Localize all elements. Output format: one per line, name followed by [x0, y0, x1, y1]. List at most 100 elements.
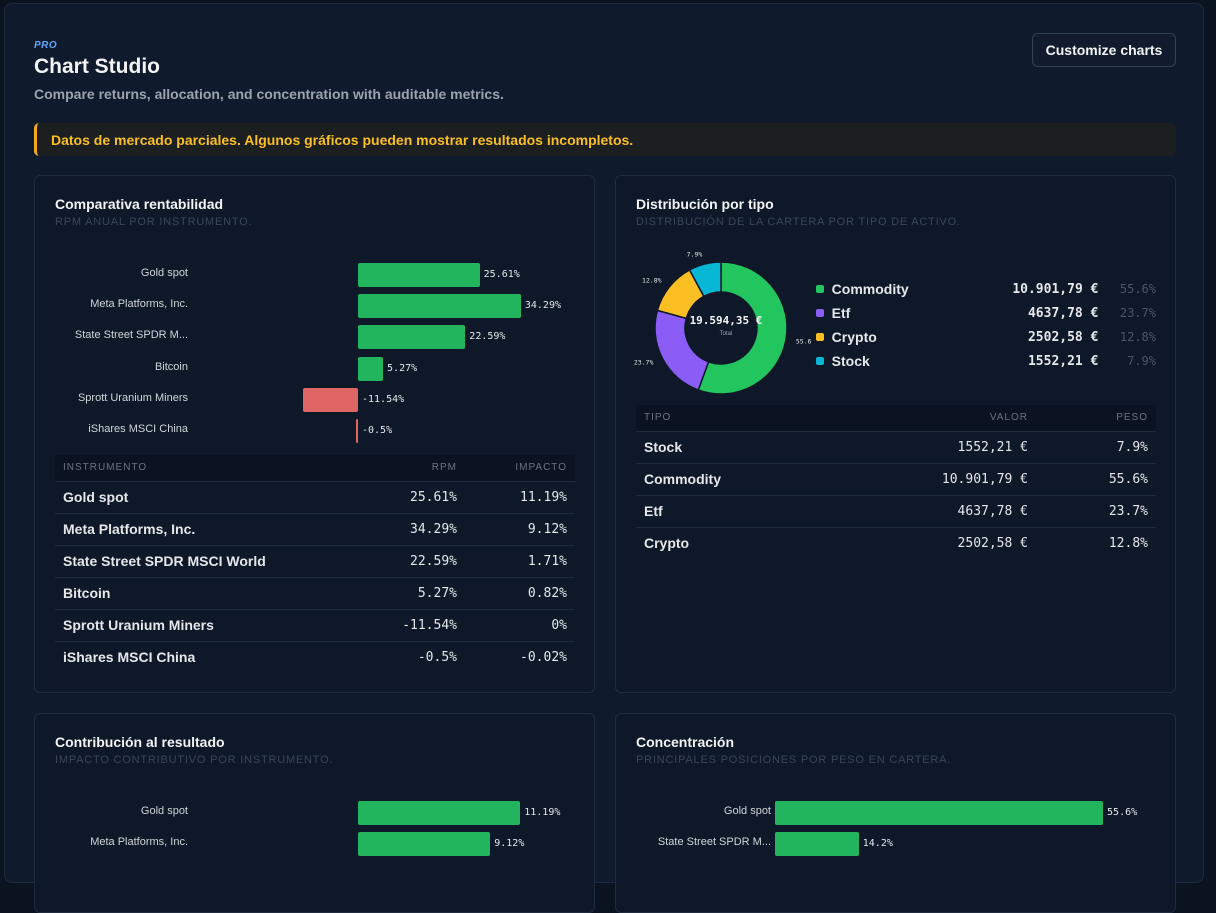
bar-value: 55.6%	[1107, 807, 1138, 818]
type-value: 10.901,79 €	[836, 462, 1036, 495]
returns-table: INSTRUMENTO RPM IMPACTO Gold spot 25.61% 1…	[55, 455, 575, 673]
distribution-card-subtitle: Distribución de la cartera por tipo de a…	[636, 216, 961, 228]
impact-value: 0.82%	[465, 576, 575, 609]
impact-value: 1.71%	[465, 544, 575, 577]
partial-data-alert: Datos de mercado parciales. Algunos gráf…	[34, 123, 1176, 156]
pro-badge: PRO	[34, 40, 58, 51]
legend-value: 1552,21 €	[1027, 353, 1099, 369]
type-weight: 12.8%	[1036, 526, 1156, 559]
page-title: Chart Studio	[34, 55, 160, 78]
rpm-value: 34.29%	[355, 512, 465, 545]
legend-value: 10.901,79 €	[1012, 281, 1099, 297]
concentration-card: Concentración Principales posiciones por…	[615, 713, 1176, 913]
bar-label: Gold spot	[723, 805, 771, 817]
legend-swatch	[816, 285, 824, 293]
bar	[358, 356, 384, 381]
returns-card: Comparativa rentabilidad RPM anual por i…	[34, 175, 595, 693]
bar-value: 5.27%	[387, 362, 418, 374]
legend-name: Etf	[831, 305, 851, 321]
returns-card-title: Comparativa rentabilidad	[55, 196, 224, 212]
table-row: Sprott Uranium Miners -11.54% 0%	[55, 608, 575, 641]
donut-slice-stock	[688, 261, 722, 298]
contribution-card-title: Contribución al resultado	[55, 734, 225, 750]
donut-slice-commodity	[697, 261, 788, 395]
table-row: Meta Platforms, Inc. 34.29% 9.12%	[55, 512, 575, 545]
rpm-value: -11.54%	[355, 608, 465, 641]
type-value: 1552,21 €	[836, 430, 1036, 463]
donut-slice-label: 23.7%	[634, 359, 654, 367]
contribution-card: Contribución al resultado Impacto contri…	[34, 713, 595, 913]
instrument-name: iShares MSCI China	[55, 640, 355, 673]
bar	[775, 801, 1104, 825]
legend-item: Crypto 2502,58 € 12.8%	[816, 327, 1156, 347]
bar-label: Gold spot	[140, 267, 188, 279]
bar-value: 22.59%	[469, 331, 506, 343]
legend-item: Commodity 10.901,79 € 55.6%	[816, 279, 1156, 299]
concentration-card-subtitle: Principales posiciones por peso en carte…	[636, 754, 952, 766]
type-weight: 7.9%	[1036, 430, 1156, 463]
type-value: 4637,78 €	[836, 494, 1036, 527]
table-row: Bitcoin 5.27% 0.82%	[55, 576, 575, 609]
bar-label: State Street SPDR M...	[657, 836, 771, 849]
type-weight: 23.7%	[1036, 494, 1156, 527]
instrument-name: Gold spot	[55, 480, 355, 513]
instrument-name: Sprott Uranium Miners	[55, 608, 355, 641]
bar-value: 9.12%	[494, 838, 525, 850]
bar-label: iShares MSCI China	[88, 423, 188, 435]
bar-value: 11.19%	[524, 807, 561, 818]
donut-slice-label: 7.9%	[687, 250, 703, 258]
contribution-card-subtitle: Impacto contributivo por instrumento.	[55, 754, 334, 766]
legend-percent: 12.8%	[1119, 330, 1156, 344]
instrument-name: Meta Platforms, Inc.	[55, 512, 355, 545]
legend-item: Etf 4637,78 € 23.7%	[816, 303, 1156, 323]
impact-value: 9.12%	[465, 512, 575, 545]
donut-total: 19.594,35 €	[689, 314, 763, 327]
col-impact: IMPACTO	[465, 455, 575, 481]
rpm-value: 5.27%	[355, 576, 465, 609]
table-row: State Street SPDR MSCI World 22.59% 1.71%	[55, 544, 575, 577]
impact-value: 0%	[465, 608, 575, 641]
chart-studio-panel: PRO Chart Studio Compare returns, alloca…	[4, 3, 1204, 913]
distribution-donut-chart: 55.6% 23.7% 12.8% 7.9%	[634, 250, 811, 395]
type-name: Stock	[636, 430, 836, 463]
bar-label: Gold spot	[140, 805, 188, 817]
page-subtitle: Compare returns, allocation, and concent…	[34, 86, 504, 102]
legend-percent: 55.6%	[1119, 282, 1156, 296]
table-row: Stock 1552,21 €7.9%	[636, 430, 1156, 463]
table-row: Commodity 10.901,79 €55.6%	[636, 462, 1156, 495]
legend-value: 2502,58 €	[1027, 329, 1099, 345]
table-row: Gold spot 25.61% 11.19%	[55, 480, 575, 513]
legend-swatch	[816, 333, 824, 341]
type-name: Etf	[636, 494, 836, 527]
table-row: Crypto 2502,58 €12.8%	[636, 526, 1156, 559]
table-row: iShares MSCI China -0.5% -0.02%	[55, 640, 575, 673]
impact-value: -0.02%	[465, 640, 575, 673]
bar	[358, 294, 521, 319]
legend-swatch	[816, 309, 824, 317]
distribution-table: TIPO VALOR PESO Stock 1552,21 €7.9% Commod…	[636, 405, 1156, 559]
type-name: Commodity	[636, 462, 836, 495]
legend-item: Stock 1552,21 € 7.9%	[816, 351, 1156, 371]
bar-value: 14.2%	[862, 838, 893, 850]
legend-percent: 7.9%	[1127, 354, 1156, 368]
customize-charts-button[interactable]: Customize charts	[1032, 33, 1176, 67]
returns-card-subtitle: RPM anual por instrumento.	[55, 216, 253, 228]
instrument-name: Bitcoin	[55, 576, 355, 609]
bar	[358, 325, 466, 350]
impact-value: 11.19%	[465, 480, 575, 513]
rpm-value: 22.59%	[355, 544, 465, 577]
table-row: Etf 4637,78 €23.7%	[636, 494, 1156, 527]
type-weight: 55.6%	[1036, 462, 1156, 495]
bar-label: Sprott Uranium Miners	[77, 391, 188, 404]
bar-value: 25.61%	[483, 269, 520, 280]
legend-percent: 23.7%	[1119, 306, 1156, 320]
legend-name: Stock	[831, 353, 870, 369]
bar	[355, 419, 358, 443]
bar	[775, 832, 859, 857]
legend-swatch	[816, 357, 824, 365]
donut-slice-label: 12.8%	[642, 277, 662, 285]
bar-value: -0.5%	[362, 425, 393, 436]
bar	[303, 387, 358, 412]
legend-name: Commodity	[831, 281, 909, 297]
col-instrument: INSTRUMENTO	[55, 455, 355, 481]
